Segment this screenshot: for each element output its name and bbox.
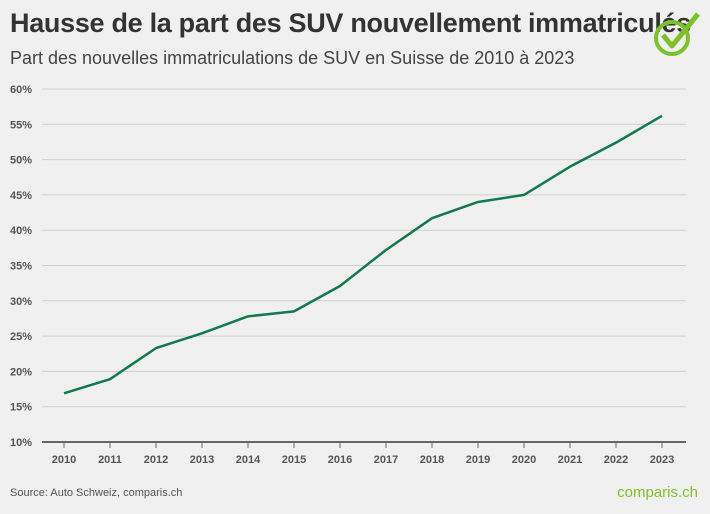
y-tick-label: 20% (10, 366, 32, 378)
y-tick-label: 30% (10, 296, 32, 308)
source-note: Source: Auto Schweiz, comparis.ch (10, 487, 183, 499)
line-chart: 10% 15% 20% 25% 30% 35% 40% 45% 50% 55% 60% 2010 201… (10, 84, 686, 466)
chart-subtitle: Part des nouvelles immatriculations de S… (10, 48, 575, 68)
x-tick-label: 2021 (558, 454, 582, 466)
y-tick-label: 15% (10, 402, 32, 414)
y-tick-label: 60% (10, 84, 32, 96)
x-tick-label: 2020 (512, 454, 536, 466)
y-tick-label: 40% (10, 225, 32, 237)
chart-title: Hausse de la part des SUV nouvellement i… (10, 8, 691, 38)
x-tick-label: 2013 (190, 454, 214, 466)
x-tick-label: 2016 (328, 454, 352, 466)
brand-logo: comparis.ch (617, 484, 698, 501)
x-tick-label: 2022 (604, 454, 628, 466)
x-tick-label: 2014 (236, 454, 261, 466)
x-tick-label: 2010 (52, 454, 76, 466)
x-tick-label: 2023 (650, 454, 674, 466)
x-tick-label: 2015 (282, 454, 306, 466)
x-tick-label: 2011 (98, 454, 122, 466)
x-tick-label: 2012 (144, 454, 168, 466)
checkmark-logo-icon (654, 12, 700, 56)
y-tick-label: 45% (10, 190, 32, 202)
x-tick-label: 2019 (466, 454, 490, 466)
x-tick-label: 2017 (374, 454, 398, 466)
y-tick-label: 55% (10, 119, 32, 131)
x-tick-label: 2018 (420, 454, 444, 466)
y-tick-label: 10% (10, 437, 32, 449)
y-tick-label: 35% (10, 261, 32, 273)
y-tick-label: 50% (10, 155, 32, 167)
series-line (63, 114, 663, 395)
y-tick-label: 25% (10, 331, 32, 343)
